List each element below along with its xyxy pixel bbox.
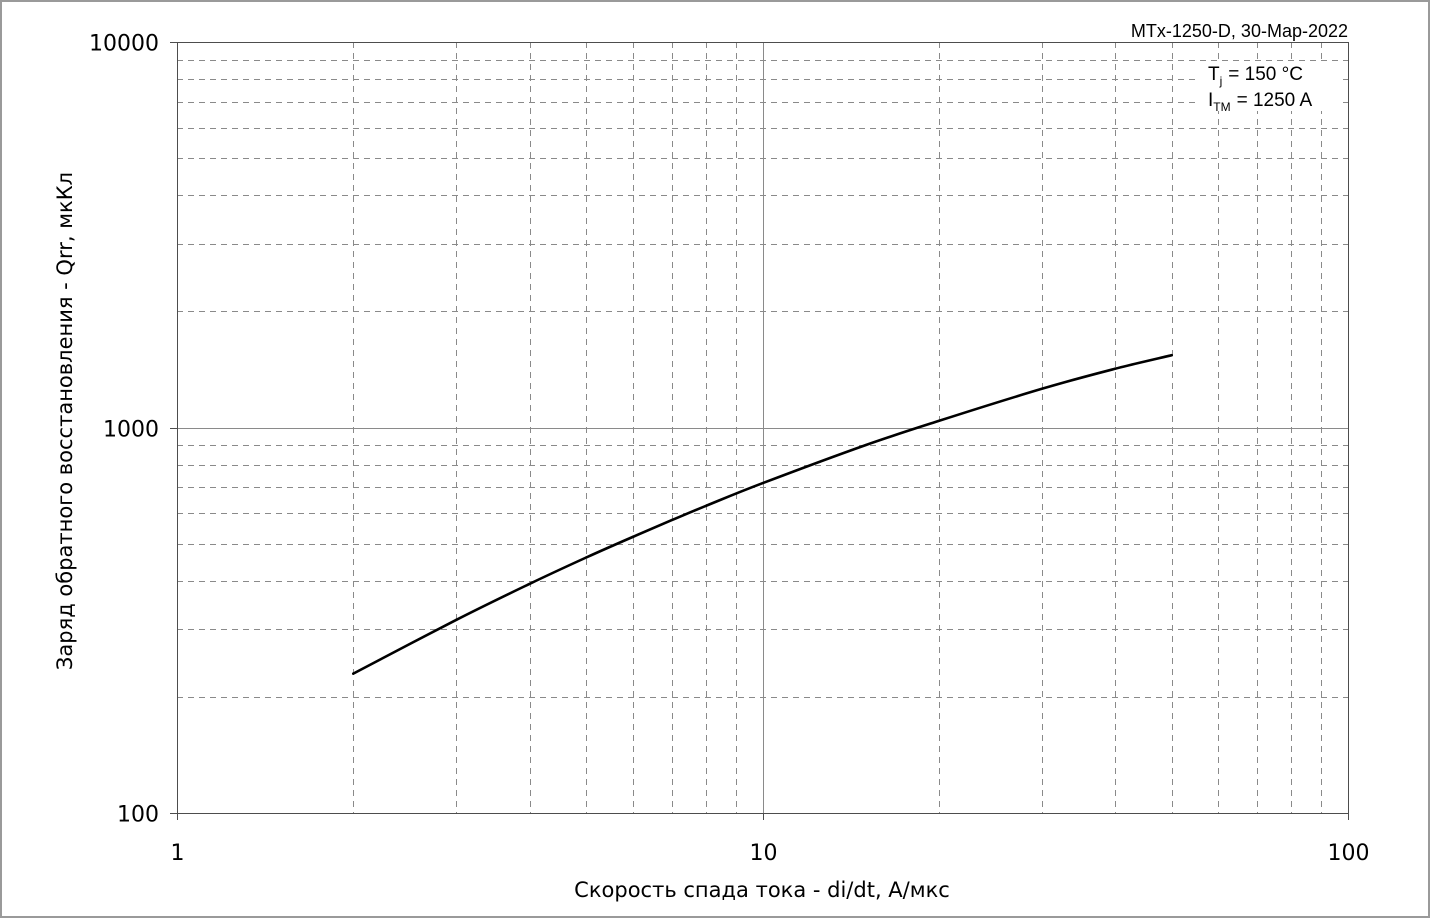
data-point bbox=[670, 518, 673, 522]
data-point bbox=[704, 504, 707, 508]
data-point bbox=[1113, 367, 1117, 370]
series-line bbox=[352, 353, 1173, 675]
annotation-symbol: I bbox=[1208, 90, 1213, 111]
data-point bbox=[1170, 354, 1173, 357]
annotation-subscript: TM bbox=[1213, 100, 1230, 114]
data-point bbox=[585, 556, 588, 559]
annotation-value: = 1250 A bbox=[1237, 90, 1313, 111]
annotation-value: = 150 °C bbox=[1228, 64, 1303, 85]
source-label: MTx-1250-D, 30-Map-2022 bbox=[1131, 21, 1348, 41]
annotation-background bbox=[1200, 61, 1343, 111]
annotation-symbol: T bbox=[1208, 64, 1220, 85]
plot-background bbox=[177, 42, 1348, 813]
annotation-subscript: j bbox=[1219, 74, 1223, 88]
x-tick-label: 10 bbox=[750, 841, 778, 866]
x-tick-label: 1 bbox=[171, 841, 185, 866]
data-point bbox=[352, 672, 355, 675]
gridlines bbox=[177, 42, 1348, 813]
data-point bbox=[528, 582, 531, 586]
data-point bbox=[864, 443, 867, 447]
data-point bbox=[1040, 387, 1044, 390]
x-tick-label: 100 bbox=[1328, 841, 1370, 866]
axis-ticks: 1 10 100 100 1000 10000 bbox=[89, 32, 1370, 867]
data-point bbox=[761, 482, 764, 485]
data-point bbox=[631, 535, 634, 539]
y-tick-label: 100 bbox=[117, 803, 159, 828]
x-axis-title: Скорость спада тока - di/dt, А/мкс bbox=[574, 878, 950, 902]
y-axis-title: Заряд обратного восстановления - Qrr, мк… bbox=[53, 172, 77, 670]
y-tick-label: 10000 bbox=[89, 32, 159, 57]
data-point bbox=[937, 419, 940, 423]
data-point bbox=[455, 618, 458, 621]
series-group bbox=[352, 353, 1173, 675]
y-tick-label: 1000 bbox=[103, 418, 159, 443]
annotation-current: ITM = 1250 A bbox=[1208, 90, 1312, 114]
annotation-junction-temperature: Tj = 150 °C bbox=[1208, 64, 1303, 88]
